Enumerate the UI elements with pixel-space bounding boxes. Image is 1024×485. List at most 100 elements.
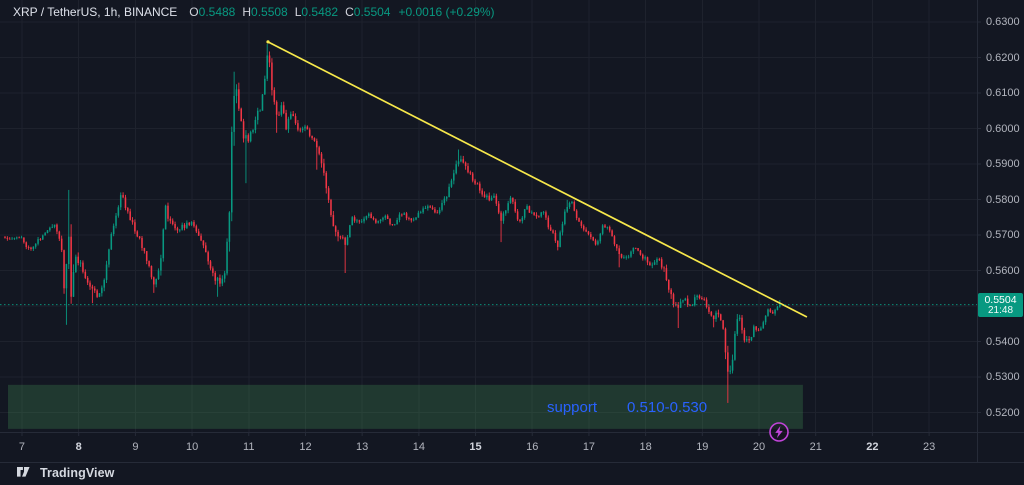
candle-body bbox=[514, 201, 517, 212]
candle-body bbox=[37, 239, 39, 244]
candle-body bbox=[308, 129, 311, 136]
candle-body bbox=[282, 105, 285, 113]
candle-body bbox=[16, 237, 18, 239]
candle-body bbox=[134, 222, 136, 232]
candle-body bbox=[712, 315, 715, 320]
candle-body bbox=[240, 108, 242, 122]
candle-body bbox=[776, 306, 779, 310]
candle-body bbox=[96, 290, 98, 297]
candle-body bbox=[150, 265, 153, 278]
candle-body bbox=[86, 277, 89, 283]
candle-body bbox=[72, 272, 75, 297]
candle-body bbox=[44, 233, 46, 236]
support-zone[interactable] bbox=[7, 384, 803, 429]
tradingview-logo[interactable]: TradingView bbox=[17, 466, 115, 480]
candle-body bbox=[535, 214, 538, 217]
candle-body bbox=[528, 206, 531, 213]
time-axis-label: 18 bbox=[639, 441, 652, 453]
candle-body bbox=[516, 211, 519, 220]
candle-body bbox=[538, 216, 540, 218]
price-change: +0.0016 (+0.29%) bbox=[398, 5, 495, 19]
candle-body bbox=[571, 201, 573, 204]
candle-body bbox=[351, 217, 354, 226]
candle-body bbox=[264, 78, 266, 95]
candle-body bbox=[533, 212, 535, 215]
candle-body bbox=[181, 224, 183, 230]
candle-body bbox=[450, 180, 453, 187]
candle-body bbox=[627, 256, 630, 258]
candle-body bbox=[769, 309, 772, 312]
candle-body bbox=[205, 245, 207, 253]
candle-body bbox=[271, 62, 273, 91]
price-axis-label: 0.5200 bbox=[986, 406, 1020, 419]
descending-trendline[interactable] bbox=[267, 41, 808, 318]
candle-body bbox=[611, 230, 613, 237]
candle-body bbox=[512, 197, 514, 202]
candle-body bbox=[445, 197, 448, 199]
candle-body bbox=[30, 247, 32, 249]
candle-body bbox=[502, 213, 505, 221]
candle-body bbox=[93, 288, 96, 291]
price-axis[interactable]: 0.6300 0.6200 0.6100 0.6000 0.5900 0.5800 0.57… bbox=[978, 0, 1024, 432]
price-axis-label: 0.6200 bbox=[986, 51, 1020, 64]
candle-body bbox=[306, 126, 309, 130]
candle-body bbox=[155, 279, 157, 285]
candle-body bbox=[722, 320, 724, 329]
candle-body bbox=[174, 224, 176, 229]
ohlc-open: O0.5488 bbox=[189, 5, 236, 19]
tradingview-logo-text: TradingView bbox=[40, 466, 115, 480]
candle-body bbox=[209, 261, 212, 269]
candle-body bbox=[745, 339, 748, 341]
candle-body bbox=[51, 226, 54, 228]
candle-body bbox=[698, 295, 701, 299]
candle-body bbox=[592, 237, 594, 241]
candle-body bbox=[252, 130, 254, 133]
time-axis-label: 21 bbox=[809, 441, 822, 453]
candle-body bbox=[545, 212, 547, 218]
time-axis[interactable]: 7 8 9 10 11 12 13 14 15 16 17 18 19 20 21 22 23 bbox=[0, 433, 977, 461]
support-zone-range: 0.510-0.530 bbox=[627, 399, 708, 416]
candle-body bbox=[292, 114, 294, 117]
symbol-title[interactable]: XRP / TetherUS, 1h, BINANCE bbox=[13, 5, 178, 19]
candle-body bbox=[110, 233, 113, 250]
candle-body bbox=[122, 195, 124, 198]
candle-body bbox=[304, 126, 306, 129]
lightning-bolt-icon[interactable] bbox=[768, 421, 790, 443]
candle-body bbox=[530, 212, 533, 214]
candle-body bbox=[91, 286, 94, 289]
candle-body bbox=[160, 258, 162, 271]
candle-body bbox=[438, 209, 441, 214]
candle-body bbox=[710, 311, 713, 316]
candle-body bbox=[644, 257, 646, 259]
time-axis-label: 12 bbox=[299, 441, 312, 453]
time-axis-label: 11 bbox=[243, 441, 255, 453]
candle-body bbox=[460, 159, 462, 162]
candle-body bbox=[339, 236, 342, 238]
candle-body bbox=[564, 211, 566, 225]
candle-body bbox=[410, 218, 413, 221]
candle-body bbox=[774, 309, 776, 314]
candle-body bbox=[556, 240, 559, 247]
candle-body bbox=[408, 218, 410, 219]
price-axis-label: 0.5400 bbox=[986, 335, 1020, 348]
candle-body bbox=[202, 240, 205, 246]
time-axis-label: 20 bbox=[752, 441, 766, 453]
ohlc-low: L0.5482 bbox=[294, 5, 339, 19]
ohlc-close: C0.5504 bbox=[345, 5, 391, 19]
tradingview-logo-mark bbox=[17, 466, 30, 477]
candle-body bbox=[672, 294, 675, 305]
candle-body bbox=[18, 237, 20, 239]
candle-body bbox=[223, 273, 226, 279]
price-axis-label: 0.5800 bbox=[986, 193, 1020, 206]
candle-body bbox=[427, 206, 429, 209]
candle-body bbox=[311, 135, 313, 139]
candle-body bbox=[738, 317, 741, 320]
candle-body bbox=[486, 195, 488, 198]
candle-body bbox=[630, 251, 632, 257]
candle-body bbox=[665, 268, 668, 280]
candle-body bbox=[639, 250, 642, 255]
candle-body bbox=[313, 138, 316, 141]
time-axis-label: 8 bbox=[75, 441, 82, 453]
candle-body bbox=[585, 229, 587, 232]
